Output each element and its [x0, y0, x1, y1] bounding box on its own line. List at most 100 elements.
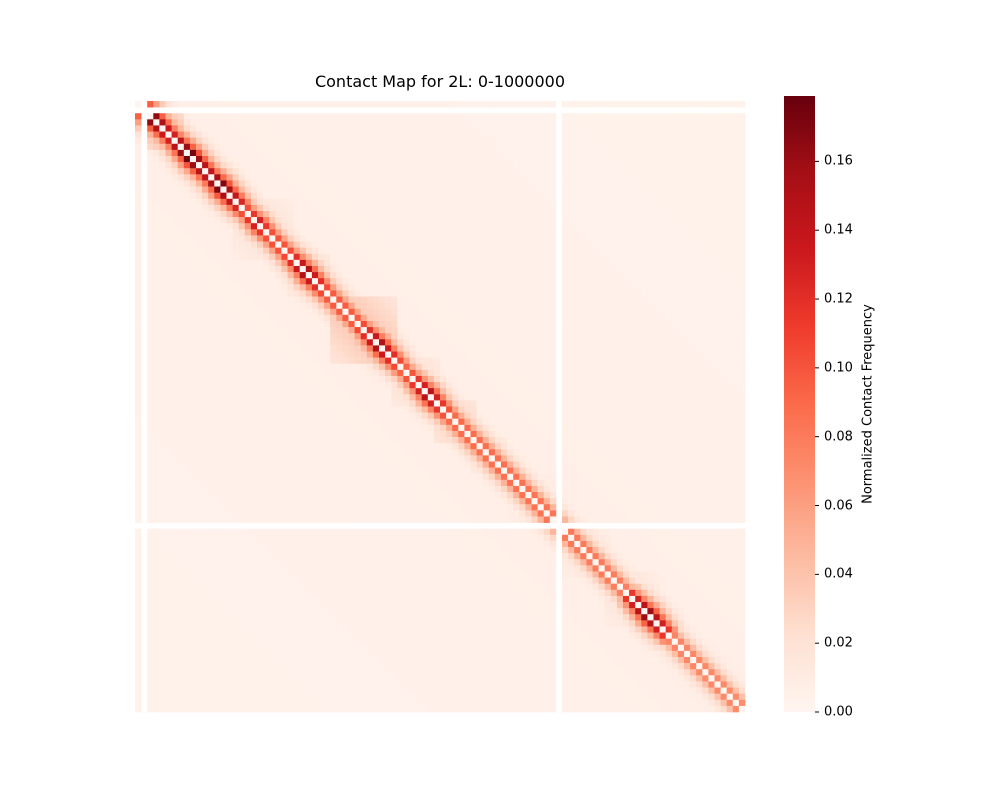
heatmap-cell [196, 204, 203, 212]
heatmap-cell [360, 290, 368, 297]
heatmap-cell [586, 369, 593, 377]
heatmap-cell [299, 400, 307, 407]
heatmap-cell [202, 278, 209, 285]
heatmap-cell [379, 345, 386, 352]
heatmap-cell [196, 174, 203, 181]
heatmap-cell [659, 278, 667, 285]
heatmap-cell [720, 149, 728, 157]
heatmap-cell [513, 259, 520, 267]
heatmap-cell [366, 259, 374, 267]
heatmap-cell [580, 357, 587, 365]
heatmap-cell [318, 180, 325, 187]
heatmap-cell [708, 406, 715, 413]
heatmap-cell [714, 174, 721, 181]
heatmap-cell [299, 113, 307, 120]
heatmap-cell [525, 210, 532, 218]
heatmap-cell [366, 302, 374, 310]
heatmap-cell [409, 155, 416, 163]
heatmap-cell [464, 406, 471, 413]
heatmap-cell [476, 339, 484, 346]
heatmap-cell [330, 119, 337, 126]
heatmap-cell [299, 388, 307, 395]
heatmap-cell [281, 394, 288, 401]
heatmap-cell [641, 388, 648, 395]
heatmap-cell [525, 229, 532, 236]
heatmap-cell [684, 186, 691, 193]
heatmap-cell [147, 339, 154, 346]
heatmap-cell [360, 217, 368, 224]
heatmap-cell [641, 168, 648, 175]
heatmap-cell [616, 131, 624, 139]
heatmap-cell [433, 155, 441, 163]
heatmap-cell [336, 229, 343, 236]
heatmap-cell [433, 284, 441, 291]
heatmap-cell [397, 149, 404, 157]
heatmap-cell [336, 265, 343, 273]
heatmap-cell [281, 302, 288, 310]
heatmap-cell [738, 235, 746, 242]
heatmap-cell [610, 186, 618, 193]
heatmap-cell [330, 290, 337, 297]
heatmap-cell [336, 210, 343, 218]
heatmap-cell [690, 327, 697, 334]
heatmap-cell [708, 198, 715, 206]
heatmap-cell [220, 217, 227, 224]
heatmap-cell [250, 327, 258, 334]
heatmap-cell [336, 278, 343, 285]
heatmap-cell [171, 388, 179, 395]
heatmap-cell [372, 296, 380, 303]
heatmap-cell [458, 217, 465, 224]
heatmap-cell [391, 259, 398, 267]
heatmap-cell [409, 119, 416, 126]
heatmap-cell [354, 198, 362, 206]
heatmap-cell [202, 259, 209, 267]
heatmap-cell [568, 284, 575, 291]
heatmap-cell [501, 186, 508, 193]
heatmap-cell [238, 308, 246, 316]
heatmap-cell [482, 375, 490, 383]
heatmap-cell [135, 320, 142, 328]
heatmap-cell [226, 192, 233, 200]
heatmap-cell [415, 149, 423, 157]
heatmap-cell [696, 320, 703, 328]
heatmap-cell [464, 284, 471, 291]
heatmap-cell [519, 302, 526, 310]
heatmap-cell [348, 119, 355, 126]
heatmap-cell [360, 101, 368, 108]
heatmap-cell [177, 119, 185, 126]
heatmap-cell [708, 265, 715, 273]
heatmap-cell [568, 229, 575, 236]
heatmap-cell [507, 394, 514, 401]
heatmap-cell [153, 357, 160, 365]
heatmap-cell [220, 357, 227, 365]
heatmap-cell [494, 363, 502, 371]
heatmap-cell [684, 180, 691, 187]
heatmap-cell [702, 174, 709, 181]
heatmap-cell [189, 302, 197, 310]
heatmap-cell [732, 247, 740, 255]
heatmap-cell [446, 192, 453, 200]
heatmap-cell [519, 278, 526, 285]
heatmap-cell [647, 168, 654, 175]
heatmap-cell [324, 143, 331, 151]
heatmap-cell [318, 284, 325, 291]
heatmap-cell [714, 314, 721, 322]
heatmap-cell [592, 192, 599, 200]
heatmap-cell [641, 357, 648, 365]
heatmap-cell [562, 198, 569, 206]
heatmap-cell [244, 382, 252, 389]
heatmap-cell [421, 278, 429, 285]
heatmap-cell [629, 357, 636, 365]
heatmap-cell [330, 406, 337, 413]
heatmap-cell [470, 198, 477, 206]
heatmap-cell [208, 320, 215, 328]
heatmap-cell [641, 113, 648, 120]
heatmap-cell [183, 137, 191, 145]
heatmap-cell [409, 265, 416, 273]
heatmap-cell [165, 155, 172, 163]
heatmap-cell [354, 302, 362, 310]
heatmap-cell [702, 101, 709, 108]
heatmap-cell [690, 308, 697, 316]
heatmap-cell [305, 241, 313, 248]
heatmap-cell [257, 363, 264, 371]
